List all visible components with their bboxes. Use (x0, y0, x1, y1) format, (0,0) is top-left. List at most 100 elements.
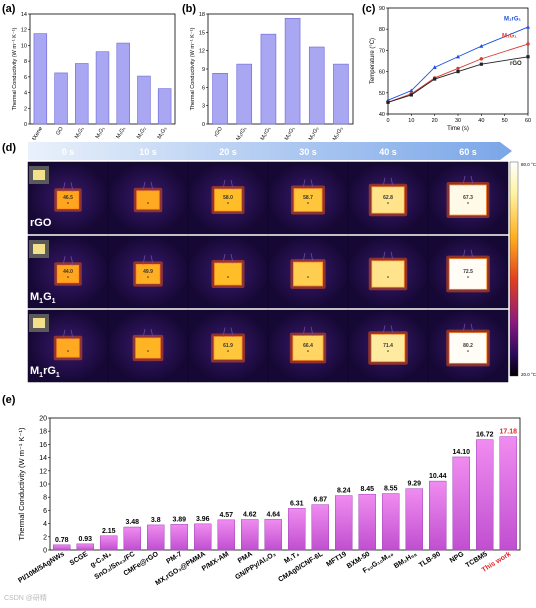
panel-e-label: (e) (2, 394, 16, 406)
series-label: rGO (510, 61, 522, 67)
x-tick-label: M₁T₄ (283, 551, 301, 566)
panel-c-label: (c) (362, 3, 376, 15)
x-tick-label: PMA (237, 551, 254, 565)
panel-d: (d) 0 s 10 s 20 s 30 s 40 s 60 s 46.5 58.0 58.7 6… (0, 140, 536, 390)
panel-b: (b) 0 3 6 9 12 15 18 Thermal Conductivity (W m⁻… (180, 0, 360, 142)
crosshair (147, 202, 149, 204)
data-point (433, 77, 437, 81)
x-axis-label: Time (s) (447, 126, 469, 132)
y-tick-label: 2 (24, 106, 27, 112)
wire (222, 327, 234, 337)
y-tick-label: 3 (202, 104, 205, 110)
crosshair (467, 350, 469, 352)
sample (56, 264, 80, 284)
x-tick-label: M₁rG₁ (260, 126, 272, 140)
sample (213, 336, 243, 360)
y-tick-label: 2 (43, 534, 47, 541)
bar (382, 493, 400, 551)
data-label: 4.57 (219, 512, 233, 519)
data-label: 2.15 (102, 528, 116, 535)
x-tick-label: 0 (386, 118, 389, 124)
watermark: CSDN @研精 (4, 593, 47, 602)
wire (302, 179, 314, 189)
bar (358, 493, 376, 551)
data-label: 4.64 (266, 511, 280, 518)
row-label: M1G1 (30, 291, 56, 305)
photo-sample (33, 244, 45, 254)
x-tick-label: 10 (408, 118, 414, 124)
wire (62, 329, 74, 339)
bar (499, 436, 517, 551)
row-label-main: rGO (30, 217, 52, 229)
y-tick-label: 12 (199, 49, 205, 55)
y-tick-label: 10 (39, 482, 47, 489)
bar (147, 524, 165, 551)
y-tick-label: 10 (21, 43, 27, 49)
x-tick-label: M₁rG₂ (308, 126, 321, 140)
y-tick-label: 12 (39, 468, 47, 475)
series-label: M₁rG₁ (504, 17, 521, 23)
row-label-main2: rG (43, 365, 56, 377)
crosshair (387, 202, 389, 204)
temp-readout: 66.4 (303, 343, 313, 349)
x-tick-label: MXene (30, 126, 44, 140)
bar (54, 72, 68, 125)
time-label: 30 s (299, 147, 317, 157)
series-line (387, 26, 529, 101)
y-tick-label: 14 (21, 12, 27, 18)
data-point (432, 65, 437, 69)
crosshair (227, 276, 229, 278)
data-label: 4.62 (243, 512, 257, 519)
sample (371, 260, 405, 288)
row-label-main: M (30, 365, 39, 377)
wire (62, 256, 74, 266)
bar (429, 480, 447, 551)
x-tick-label: rGO (213, 125, 224, 138)
sample (448, 258, 488, 290)
x-tick-label: M₁rG₁ (284, 126, 296, 140)
wire (302, 253, 314, 263)
y-axis-label: Temperature (°C) (370, 38, 376, 84)
crosshair (67, 276, 69, 278)
data-label: 3.96 (196, 516, 210, 523)
crosshair (227, 202, 229, 204)
crosshair (307, 350, 309, 352)
x-tick-label: BM₂H₉₈ (393, 551, 418, 570)
scale-max: 80.0 °C (521, 162, 536, 167)
row-label: M1rG1 (30, 365, 60, 379)
sample (370, 333, 406, 363)
bar (157, 88, 172, 125)
sample (371, 186, 405, 214)
panel-d-label: (d) (2, 142, 17, 154)
panel-e: (e) 0 2 4 6 8 10 12 14 16 18 20 Thermal Conductivit… (0, 392, 536, 603)
y-tick-label: 18 (199, 12, 205, 18)
color-scale (509, 161, 519, 377)
sample (56, 190, 80, 210)
series-line (387, 56, 529, 103)
temp-readout: 72.5 (463, 269, 473, 275)
wire (382, 325, 394, 335)
data-label: 0.78 (55, 537, 69, 544)
y-tick-label: 8 (43, 495, 47, 502)
y-tick-label: 20 (39, 416, 47, 423)
x-tick-label: 30 (455, 118, 461, 124)
x-tick-label: 20 (432, 118, 438, 124)
crosshair (67, 202, 69, 204)
y-tick-label: 60 (379, 70, 385, 76)
chart-c: 40 50 60 70 80 90 0 10 20 30 40 50 60 Time (s) Tempera… (370, 6, 531, 132)
crosshair (467, 202, 469, 204)
temp-readout: 46.5 (63, 195, 73, 201)
y-tick-label: 0 (43, 548, 47, 555)
y-tick-label: 40 (379, 112, 385, 118)
data-label: 0.93 (78, 536, 92, 543)
crosshair (67, 350, 69, 352)
time-label: 0 s (62, 147, 75, 157)
chart-a: 0 2 4 6 8 10 12 14 Thermal Conductivity (W m⁻¹ K… (12, 12, 176, 144)
data-label: 17.18 (499, 429, 517, 436)
x-tick-label: 50 (502, 118, 508, 124)
crosshair (307, 276, 309, 278)
wire (222, 179, 234, 190)
photo-sample (33, 170, 45, 180)
wire (462, 323, 474, 333)
temp-readout: 49.9 (143, 269, 153, 275)
